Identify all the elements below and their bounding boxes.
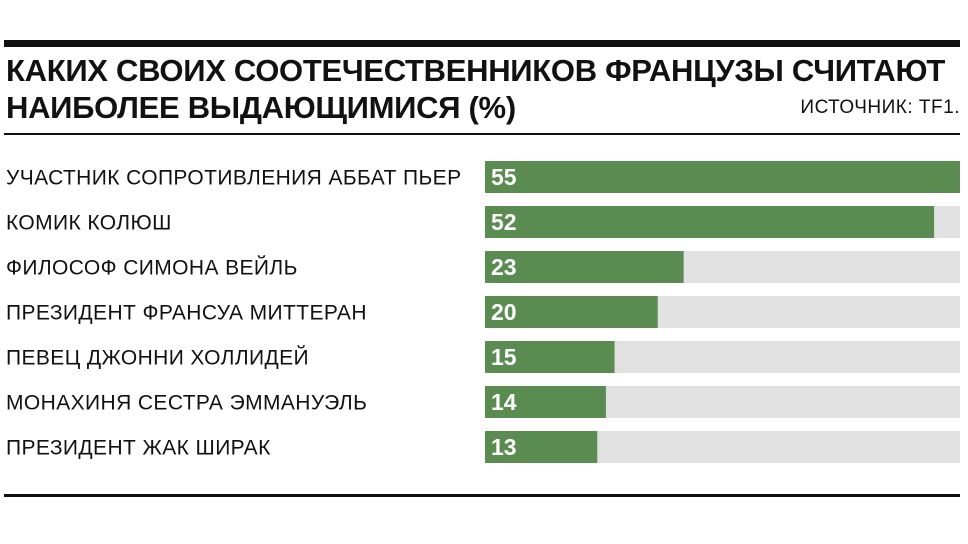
bar-row: МОНАХИНЯ СЕСТРА ЭММАНУЭЛЬ 14	[6, 386, 960, 418]
bar	[485, 431, 598, 463]
category-label: МОНАХИНЯ СЕСТРА ЭММАНУЭЛЬ	[6, 392, 367, 415]
value-label: 55	[491, 164, 517, 190]
top-rule	[4, 40, 960, 47]
chart-title-line-2: НАИБОЛЕЕ ВЫДАЮЩИМИСЯ (%)	[6, 90, 516, 125]
bar	[485, 341, 615, 373]
bar	[485, 206, 935, 238]
value-label: 52	[491, 209, 517, 235]
chart-title: КАКИХ СВОИХ СООТЕЧЕСТВЕННИКОВ ФРАНЦУЗЫ С…	[6, 52, 956, 126]
category-label: ФИЛОСОФ СИМОНА ВЕЙЛЬ	[6, 256, 298, 280]
value-label: 23	[491, 254, 517, 280]
bar	[485, 386, 606, 418]
bar	[485, 251, 684, 283]
bar-row: УЧАСТНИК СОПРОТИВЛЕНИЯ АББАТ ПЬЕР 55	[6, 161, 960, 193]
header-rule	[4, 133, 960, 135]
category-label: ПРЕЗИДЕНТ ФРАНСУА МИТТЕРАН	[6, 302, 367, 325]
category-label: ПРЕЗИДЕНТ ЖАК ШИРАК	[6, 437, 271, 460]
bar-row: КОМИК КОЛЮШ 52	[6, 206, 960, 238]
bar	[485, 161, 960, 193]
category-label: ПЕВЕЦ ДЖОННИ ХОЛЛИДЕЙ	[6, 346, 309, 370]
value-label: 20	[491, 299, 517, 325]
value-label: 15	[491, 344, 517, 370]
category-label: КОМИК КОЛЮШ	[6, 212, 172, 235]
bar-row: ФИЛОСОФ СИМОНА ВЕЙЛЬ 23	[6, 251, 960, 283]
bar-row: ПЕВЕЦ ДЖОННИ ХОЛЛИДЕЙ 15	[6, 341, 960, 373]
category-label: УЧАСТНИК СОПРОТИВЛЕНИЯ АББАТ ПЬЕР	[6, 167, 461, 190]
source-note: ИСТОЧНИК: TF1.	[800, 97, 960, 118]
value-label: 14	[491, 389, 517, 415]
bottom-rule	[4, 494, 960, 497]
bar-row: ПРЕЗИДЕНТ ЖАК ШИРАК 13	[6, 431, 960, 463]
chart-title-line-1: КАКИХ СВОИХ СООТЕЧЕСТВЕННИКОВ ФРАНЦУЗЫ С…	[6, 53, 945, 88]
bar	[485, 296, 658, 328]
bar-row: ПРЕЗИДЕНТ ФРАНСУА МИТТЕРАН 20	[6, 296, 960, 328]
value-label: 13	[491, 434, 517, 460]
